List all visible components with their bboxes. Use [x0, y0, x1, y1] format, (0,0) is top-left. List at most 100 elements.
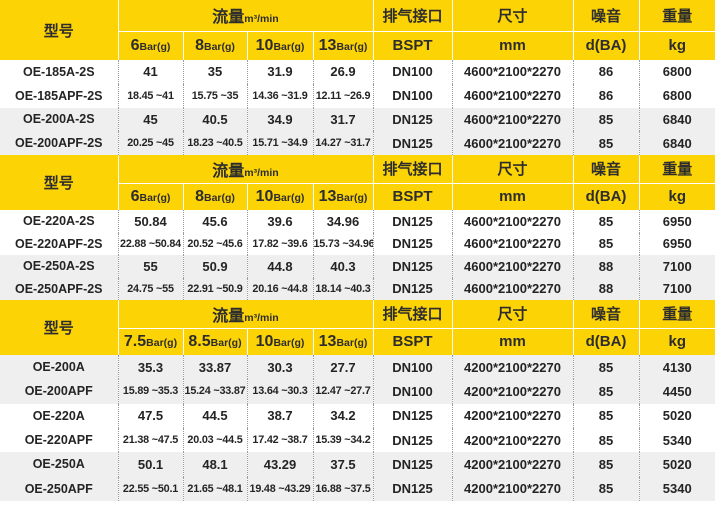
noise-column-header: 噪音: [572, 0, 639, 31]
port-cell: DN125: [372, 255, 452, 278]
model-cell: OE-220A-2S: [22, 214, 95, 229]
model-cell: OE-250A: [0, 452, 118, 477]
model-cell: OE-200A-2S: [0, 107, 118, 132]
flow-cell: 19.48 ~43.29: [246, 476, 313, 501]
weight-cell: 4130: [638, 355, 715, 380]
noise-cell: 85: [572, 452, 639, 477]
weight-unit-header: kg: [638, 182, 715, 210]
size-column-header: 尺寸: [451, 300, 573, 328]
port-cell: DN100: [372, 60, 452, 84]
table-row: OE-185A-2S 41 35 31.9 26.9 DN100 4600*2100*227…: [0, 60, 715, 84]
flow-cell: 50.84: [117, 210, 183, 233]
size-cell: 4600*2100*2270: [451, 131, 573, 155]
pressure-header: 7.5Bar(g): [117, 327, 183, 355]
flow-cell: 34.2: [312, 403, 373, 428]
table-row: OE-185APF-2S 18.45 ~41 15.75 ~35 14.36 ~31.…: [0, 83, 715, 108]
table-row: OE-220APF 21.38 ~47.5 20.03 ~44.5 17.42 ~38…: [0, 427, 715, 453]
model-cell: OE-250APF-2S: [0, 277, 118, 300]
spec-table-section-2: 型号 流量m³/min 排气接口 尺寸 噪音 重量 6Bar(g) 8Bar(g…: [0, 155, 715, 300]
weight-cell: 6840: [638, 131, 715, 155]
noise-cell: 85: [572, 476, 639, 501]
flow-cell: 43.29: [246, 452, 313, 477]
flow-cell: 15.73 ~34.96: [312, 232, 373, 255]
port-cell: DN100: [372, 379, 452, 404]
model-cell: OE-185APF-2S: [14, 88, 103, 103]
flow-cell: 37.5: [312, 452, 373, 477]
port-cell: DN100: [372, 83, 452, 108]
pressure-header: 6Bar(g): [117, 30, 183, 60]
flow-column-header: 流量m³/min: [117, 0, 373, 31]
port-cell: DN125: [372, 107, 452, 132]
noise-cell: 88: [572, 277, 639, 300]
size-cell: 4600*2100*2270: [451, 60, 573, 84]
port-cell: DN125: [372, 210, 452, 233]
weight-cell: 6950: [638, 232, 715, 255]
size-column-header: 尺寸: [451, 0, 573, 31]
pressure-header: 13Bar(g): [312, 30, 373, 60]
size-cell: 4600*2100*2270: [451, 255, 573, 278]
table-row: OE-250A-2S 55 50.9 44.8 40.3 DN125 4600*2100*2…: [0, 255, 715, 278]
flow-cell: 50.1: [117, 452, 183, 477]
table-row: OE-250APF 22.55 ~50.1 21.65 ~48.1 19.48 ~43…: [0, 476, 715, 501]
size-cell: 4600*2100*2270: [451, 232, 573, 255]
header-row-units: 6Bar(g) 8Bar(g) 10Bar(g) 13Bar(g) BSPT m…: [0, 30, 715, 60]
noise-cell: 85: [572, 403, 639, 428]
header-row-labels: 型号 流量m³/min 排气接口 尺寸 噪音 重量: [0, 155, 715, 210]
noise-cell: 85: [572, 232, 639, 255]
port-cell: DN125: [372, 232, 452, 255]
weight-cell: 6840: [638, 107, 715, 132]
pressure-header: 10Bar(g): [246, 30, 313, 60]
weight-column-header: 重量: [638, 155, 715, 183]
header-row-labels: 型号 流量m³/min 排气接口 尺寸 噪音 重量: [0, 300, 715, 355]
table-row: OE-220A-2S 50.84 45.6 39.6 34.96 DN125 4600*21…: [0, 210, 715, 233]
port-unit-header: BSPT: [372, 182, 452, 210]
flow-cell: 17.42 ~38.7: [246, 427, 313, 453]
model-cell: OE-200APF-2S: [0, 131, 118, 155]
port-column-header: 排气接口: [372, 155, 452, 183]
pressure-header: 8Bar(g): [182, 30, 247, 60]
port-cell: DN125: [372, 476, 452, 501]
flow-cell: 20.25 ~45: [117, 131, 183, 155]
size-unit-header: mm: [451, 327, 573, 355]
noise-unit-header: d(BA): [572, 182, 639, 210]
flow-unit-label: m³/min: [244, 166, 279, 179]
flow-cell: 55: [117, 255, 183, 278]
size-cell: 4200*2100*2270: [451, 427, 573, 453]
pressure-header: 6Bar(g): [117, 182, 183, 210]
port-unit-header: BSPT: [372, 30, 452, 60]
size-cell: 4200*2100*2270: [451, 355, 573, 380]
weight-cell: 7100: [638, 277, 715, 300]
flow-cell: 38.7: [246, 403, 313, 428]
header-row-units: 7.5Bar(g) 8.5Bar(g) 10Bar(g) 13Bar(g) BS…: [0, 327, 715, 355]
noise-cell: 86: [572, 60, 639, 84]
flow-cell: 34.9: [246, 107, 313, 132]
flow-cell: 44.5: [182, 403, 247, 428]
noise-cell: 85: [572, 355, 639, 380]
flow-label: 流量: [212, 162, 245, 180]
noise-cell: 88: [572, 255, 639, 278]
table-row: OE-200A 35.3 33.87 30.3 27.7 DN100 4200*2100*2…: [0, 355, 715, 380]
model-column-header: 型号: [0, 300, 118, 355]
flow-cell: 17.82 ~39.6: [246, 232, 313, 255]
flow-cell: 12.47 ~27.7: [312, 379, 373, 404]
pressure-header: 8.5Bar(g): [182, 327, 247, 355]
weight-cell: 4450: [638, 379, 715, 404]
weight-cell: 6800: [638, 60, 715, 84]
noise-cell: 85: [572, 131, 639, 155]
flow-cell: 41: [117, 60, 183, 84]
flow-cell: 12.11 ~26.9: [312, 83, 373, 108]
size-unit-header: mm: [451, 30, 573, 60]
flow-column-header: 流量m³/min: [117, 155, 373, 183]
flow-cell: 20.16 ~44.8: [246, 277, 313, 300]
flow-cell: 47.5: [117, 403, 183, 428]
port-cell: DN125: [372, 452, 452, 477]
flow-column-header: 流量m³/min: [117, 300, 373, 328]
table-row: OE-250A 50.1 48.1 43.29 37.5 DN125 4200*2100*2…: [0, 452, 715, 477]
noise-column-header: 噪音: [572, 155, 639, 183]
model-cell: OE-220APF-2S: [14, 236, 103, 251]
port-cell: DN125: [372, 277, 452, 300]
flow-unit-label: m³/min: [244, 311, 279, 324]
flow-cell: 15.24 ~33.87: [182, 379, 247, 404]
pressure-header: 13Bar(g): [312, 327, 373, 355]
flow-cell: 21.38 ~47.5: [117, 427, 183, 453]
